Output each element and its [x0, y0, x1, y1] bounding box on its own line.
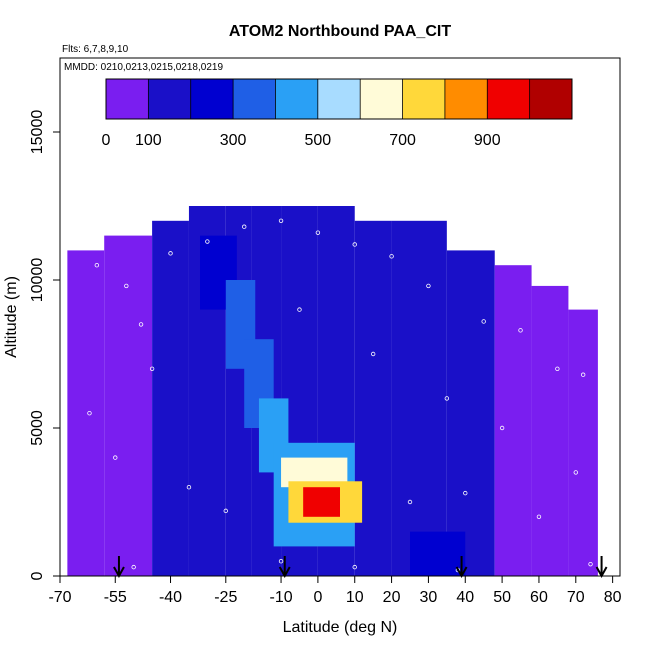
- y-axis: 0 5000 10000 15000: [29, 110, 61, 580]
- colorbar-segment: [106, 79, 149, 119]
- y-tick-label: 5000: [29, 410, 46, 446]
- flight-track-marker: [426, 283, 431, 289]
- flight-track-marker: [242, 224, 247, 229]
- flight-track-marker: [205, 239, 210, 244]
- y-tick-label: 10000: [29, 258, 46, 303]
- x-tick-label: -25: [214, 589, 237, 606]
- flight-track-marker: [580, 372, 586, 377]
- x-tick-label: 30: [420, 589, 438, 606]
- y-tick-label: 15000: [29, 110, 46, 155]
- flight-track-marker: [315, 230, 321, 235]
- flight-track-marker: [352, 564, 357, 570]
- flight-track-marker: [444, 396, 450, 401]
- heatmap-cell: [568, 309, 598, 576]
- x-tick-label: 10: [346, 589, 364, 606]
- flight-track-marker: [94, 263, 100, 268]
- colorbar-segment: [444, 79, 488, 119]
- x-tick-label: -55: [104, 589, 127, 606]
- plot-area: [67, 206, 608, 579]
- x-tick-label: -40: [159, 589, 182, 606]
- flight-track-marker: [588, 561, 593, 567]
- colorbar-tick-label: 100: [135, 132, 162, 149]
- flight-track-marker: [407, 499, 413, 505]
- flight-track-marker: [124, 283, 129, 289]
- heatmap-cell: [67, 250, 105, 576]
- heatmap-cell: [446, 250, 495, 576]
- flight-track-marker: [573, 470, 578, 475]
- chart-subtitle-flights: Flts: 6,7,8,9,10: [62, 44, 129, 55]
- x-tick-label: 80: [604, 589, 622, 606]
- flight-track-marker: [481, 319, 486, 324]
- colorbar-segment: [190, 79, 234, 119]
- flight-track-marker: [518, 328, 523, 333]
- chart-subtitle-dates: MMDD: 0210,0213,0215,0218,0219: [64, 62, 223, 73]
- x-tick-label: 70: [567, 589, 585, 606]
- flight-track-marker: [87, 411, 92, 416]
- heatmap-cell: [354, 220, 392, 577]
- flight-track-marker: [370, 351, 376, 357]
- heatmap-cell: [494, 265, 532, 576]
- flight-track-marker: [297, 307, 302, 312]
- heatmap-cell: [152, 220, 189, 577]
- colorbar-tick-label: 700: [389, 132, 416, 149]
- flight-track-marker: [113, 455, 118, 460]
- flight-track-marker: [186, 485, 192, 490]
- colorbar-tick-label: 0: [102, 132, 111, 149]
- x-tick-label: -70: [48, 589, 71, 606]
- x-tick-label: 60: [530, 589, 548, 606]
- flight-track-marker: [389, 254, 394, 259]
- flight-track-marker: [138, 322, 144, 327]
- flight-track-marker: [352, 242, 357, 247]
- colorbar-segment: [275, 79, 319, 119]
- colorbar-segment: [317, 79, 361, 119]
- colorbar-segment: [402, 79, 446, 119]
- flight-track-marker: [168, 251, 173, 256]
- heatmap-cell: [391, 220, 447, 577]
- x-tick-label: -10: [269, 589, 292, 606]
- colorbar-tick-label: 500: [304, 132, 331, 149]
- flight-track-marker: [131, 564, 136, 570]
- flight-track-marker: [463, 490, 468, 496]
- heatmap-cell: [303, 487, 340, 517]
- colorbar-segment: [529, 79, 573, 119]
- colorbar-tick-label: 300: [220, 132, 247, 149]
- colorbar-segment: [487, 79, 531, 119]
- y-tick-label: 0: [29, 571, 46, 580]
- colorbar-segment: [360, 79, 404, 119]
- x-tick-label: 0: [313, 589, 322, 606]
- y-axis-label: Altitude (m): [3, 276, 20, 358]
- heatmap-cell: [531, 285, 569, 576]
- flight-track-marker: [278, 218, 284, 223]
- x-axis-label: Latitude (deg N): [283, 619, 398, 636]
- flight-track-marker: [278, 559, 284, 564]
- flight-track-marker: [536, 514, 542, 519]
- heatmap-cell: [410, 531, 466, 576]
- x-tick-label: 40: [456, 589, 474, 606]
- heatmap-cell: [104, 235, 153, 576]
- colorbar-segment: [148, 79, 192, 119]
- x-axis: -70 -55 -40 -25 -10 0 10 20 30 40 50 60 70 80: [48, 575, 622, 606]
- colorbar-frame: [105, 78, 573, 120]
- chart-title: ATOM2 Northbound PAA_CIT: [229, 23, 451, 40]
- flight-track-marker: [499, 425, 505, 431]
- flight-track-marker: [555, 366, 560, 371]
- x-tick-label: 20: [383, 589, 401, 606]
- colorbar: 0 100 300 500 700 900: [102, 78, 573, 149]
- profile-arrow: [595, 556, 608, 579]
- flight-track-marker: [223, 508, 228, 514]
- x-tick-label: 50: [493, 589, 511, 606]
- colorbar-segment: [233, 79, 276, 119]
- flight-track-marker: [149, 366, 155, 371]
- colorbar-tick-label: 900: [474, 132, 501, 149]
